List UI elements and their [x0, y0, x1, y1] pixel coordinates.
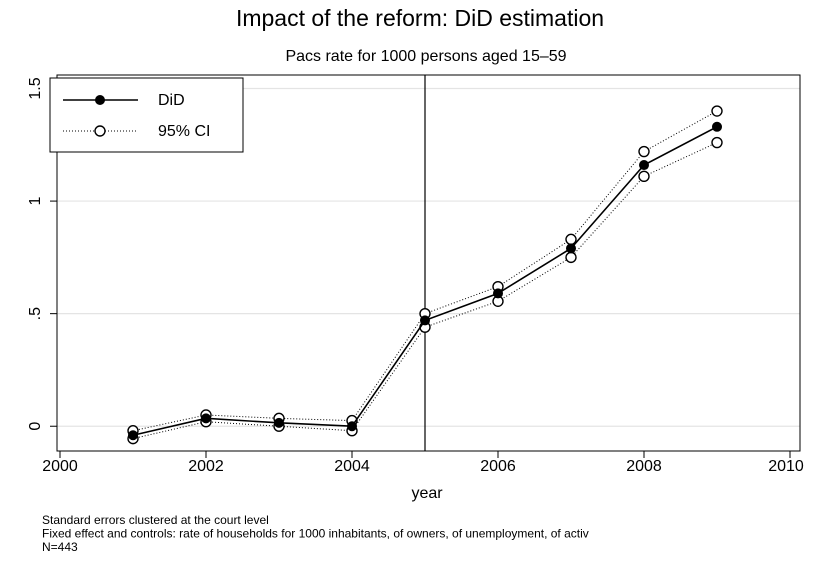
note: Standard errors clustered at the court l…	[42, 513, 269, 527]
x-tick-label: 2000	[42, 458, 78, 475]
x-tick-label: 2008	[626, 458, 662, 475]
ci-line	[132, 110, 718, 432]
series-point	[639, 160, 649, 171]
legend-label: 95% CI	[158, 123, 210, 140]
x-tick-label: 2004	[334, 458, 370, 475]
ci-point	[711, 136, 723, 149]
y-tick-label: 1.5	[27, 77, 44, 99]
note: N=443	[42, 540, 78, 554]
y-tick-label: 1	[27, 197, 44, 206]
plot-frame	[56, 74, 801, 452]
chart-title: Impact of the reform: DiD estimation	[236, 5, 604, 31]
series-point	[201, 413, 211, 424]
legend-marker	[94, 125, 106, 137]
series-point	[566, 243, 576, 254]
series-point	[712, 121, 722, 132]
legend-box	[49, 77, 244, 153]
x-tick-label: 2010	[768, 458, 804, 475]
legend-marker	[95, 95, 105, 105]
series-point	[347, 421, 357, 432]
chart-subtitle: Pacs rate for 1000 persons aged 15–59	[285, 48, 566, 65]
series-point	[420, 315, 430, 326]
ci-point	[638, 170, 650, 183]
ci-point	[565, 233, 577, 246]
note: Fixed effect and controls: rate of house…	[42, 527, 589, 541]
series-point	[274, 417, 284, 428]
ci-point	[711, 105, 723, 117]
legend-label: DiD	[158, 92, 185, 109]
series-point	[493, 288, 503, 299]
series-point	[128, 430, 138, 441]
x-axis-label: year	[411, 485, 443, 502]
x-tick-label: 2006	[480, 458, 516, 475]
x-tick-label: 2002	[188, 458, 224, 475]
y-tick-label: 0	[27, 422, 44, 431]
ci-point	[565, 251, 577, 264]
ci-point	[638, 145, 650, 158]
ci-line	[132, 142, 718, 440]
y-tick-label: .5	[27, 307, 44, 320]
